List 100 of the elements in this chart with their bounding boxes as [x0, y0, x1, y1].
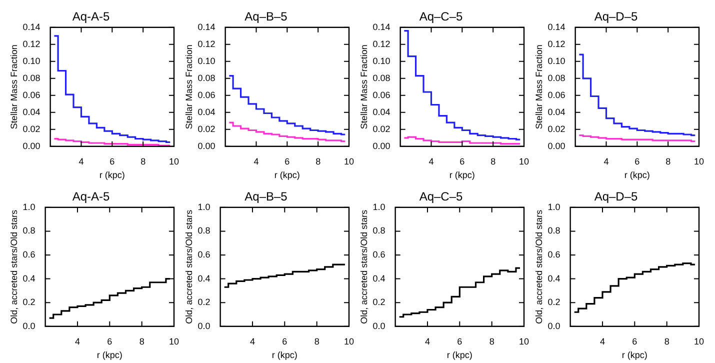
y-tick-label: 0.8 — [22, 226, 36, 236]
y-axis-title: Old, accreted stars/Old stars — [534, 209, 544, 324]
y-tick-label: 1.0 — [372, 202, 386, 212]
x-tick-label: 8 — [140, 156, 146, 166]
chart-title: Aq–B–5 — [244, 10, 288, 24]
y-tick-label: 0.02 — [22, 124, 40, 134]
x-tick-label: 8 — [316, 156, 321, 166]
y-tick-label: 0.10 — [22, 56, 40, 66]
y-tick-label: 1.0 — [198, 202, 210, 212]
y-tick-label: 0.08 — [548, 72, 566, 83]
x-tick-label: 4 — [604, 156, 609, 166]
y-tick-label: 0.04 — [198, 106, 216, 117]
y-tick-label: 0.2 — [22, 297, 36, 308]
x-axis-title: r (kpc) — [99, 170, 125, 180]
y-tick-label: 0.12 — [548, 38, 566, 49]
x-axis-title: r (kpc) — [624, 170, 650, 180]
x-tick-label: 10 — [694, 156, 704, 166]
x-axis-title: r (kpc) — [622, 350, 648, 360]
x-tick-label: 10 — [518, 336, 530, 346]
x-tick-label: 6 — [107, 336, 112, 346]
x-tick-label: 10 — [168, 336, 180, 346]
y-tick-label: 0.12 — [198, 38, 216, 49]
x-tick-label: 6 — [634, 156, 640, 166]
y-tick-label: 0.02 — [198, 124, 216, 134]
y-tick-label: 0.00 — [22, 140, 40, 151]
chart-title: Aq-A-5 — [72, 10, 110, 24]
y-tick-label: 0.0 — [22, 320, 36, 331]
y-tick-label: 0.04 — [22, 106, 40, 117]
x-tick-label: 6 — [457, 336, 462, 346]
chart-title: Aq–D–5 — [594, 190, 638, 204]
x-tick-label: 10 — [344, 336, 354, 346]
x-axis-title: r (kpc) — [96, 350, 122, 360]
y-tick-label: 0.6 — [22, 249, 36, 260]
y-axis-title: Old, accreted stars/Old stars — [184, 209, 194, 324]
y-tick-label: 0.10 — [372, 56, 390, 66]
x-tick-label: 10 — [518, 156, 530, 166]
y-tick-label: 0.12 — [22, 38, 40, 49]
y-axis-title: Stellar Mass Fraction — [184, 44, 194, 130]
chart-title: Aq–C–5 — [419, 190, 464, 204]
y-tick-label: 0.00 — [198, 140, 216, 151]
chart-title: Aq–C–5 — [419, 10, 464, 24]
chart-title: Aq–D–5 — [594, 10, 638, 24]
y-tick-label: 0.2 — [548, 297, 560, 308]
y-tick-label: 0.00 — [548, 140, 566, 151]
y-axis-title: Old, accreted stars/Old stars — [8, 209, 19, 324]
y-tick-label: 0.02 — [548, 124, 566, 134]
x-tick-label: 6 — [284, 156, 290, 166]
y-tick-label: 0.2 — [372, 297, 386, 308]
y-tick-label: 1.0 — [548, 202, 560, 212]
y-tick-label: 0.00 — [372, 140, 390, 151]
y-tick-label: 0.14 — [22, 22, 40, 32]
x-tick-label: 4 — [78, 156, 84, 166]
y-tick-label: 0.08 — [372, 72, 390, 83]
x-tick-label: 6 — [632, 336, 638, 346]
y-tick-label: 0.2 — [198, 297, 210, 308]
x-tick-label: 6 — [110, 156, 115, 166]
x-tick-label: 4 — [600, 336, 605, 346]
y-tick-label: 0.6 — [372, 249, 386, 260]
x-tick-label: 4 — [428, 156, 434, 166]
x-tick-label: 10 — [694, 336, 704, 346]
y-tick-label: 0.04 — [548, 106, 566, 117]
y-tick-label: 0.08 — [198, 72, 216, 83]
x-tick-label: 8 — [314, 336, 320, 346]
y-tick-label: 0.08 — [22, 72, 40, 83]
y-tick-label: 0.0 — [372, 320, 386, 331]
y-tick-label: 0.8 — [548, 226, 560, 236]
y-tick-label: 0.04 — [372, 106, 390, 117]
y-tick-label: 0.4 — [22, 273, 36, 284]
x-tick-label: 8 — [490, 156, 496, 166]
y-tick-label: 0.8 — [198, 226, 210, 236]
x-tick-label: 4 — [424, 336, 430, 346]
y-tick-label: 0.06 — [198, 90, 216, 100]
x-tick-label: 6 — [460, 156, 465, 166]
x-tick-label: 4 — [74, 336, 80, 346]
y-axis-title: Stellar Mass Fraction — [358, 44, 369, 130]
y-tick-label: 1.0 — [22, 202, 36, 212]
y-axis-title: Stellar Mass Fraction — [534, 44, 544, 130]
y-axis-title: Old, accreted stars/Old stars — [358, 209, 369, 324]
y-tick-label: 0.06 — [372, 90, 390, 100]
y-tick-label: 0.6 — [548, 249, 560, 260]
y-tick-label: 0.06 — [548, 90, 566, 100]
x-tick-label: 8 — [664, 336, 670, 346]
x-axis-title: r (kpc) — [449, 170, 475, 180]
x-tick-label: 4 — [254, 156, 259, 166]
chart-title: Aq–B–5 — [244, 190, 288, 204]
x-tick-label: 10 — [344, 156, 354, 166]
y-tick-label: 0.14 — [372, 22, 390, 32]
y-tick-label: 0.4 — [198, 273, 210, 284]
y-tick-label: 0.8 — [372, 226, 386, 236]
y-tick-label: 0.14 — [198, 22, 216, 32]
x-axis-title: r (kpc) — [272, 350, 298, 360]
x-tick-label: 4 — [250, 336, 255, 346]
y-tick-label: 0.14 — [548, 22, 566, 32]
y-axis-title: Stellar Mass Fraction — [8, 44, 19, 130]
y-tick-label: 0.10 — [548, 56, 566, 66]
y-tick-label: 0.6 — [198, 249, 210, 260]
x-axis-title: r (kpc) — [446, 350, 472, 360]
x-tick-label: 6 — [282, 336, 288, 346]
y-tick-label: 0.4 — [372, 273, 386, 284]
x-tick-label: 8 — [489, 336, 494, 346]
